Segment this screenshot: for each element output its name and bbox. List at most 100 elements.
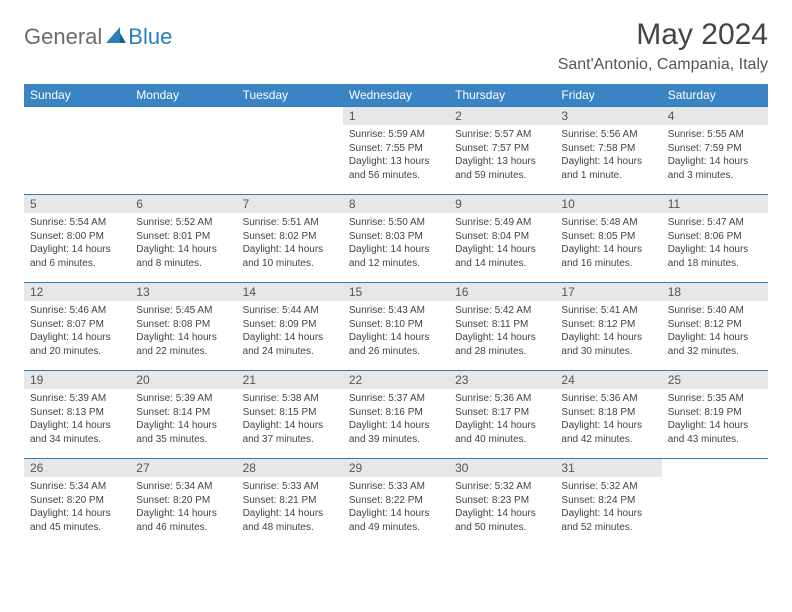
day-content: Sunrise: 5:56 AMSunset: 7:58 PMDaylight:… (555, 125, 661, 186)
day-cell: 12Sunrise: 5:46 AMSunset: 8:07 PMDayligh… (24, 283, 130, 371)
day-content: Sunrise: 5:36 AMSunset: 8:18 PMDaylight:… (555, 389, 661, 450)
day-header: Thursday (449, 84, 555, 107)
day-number: 25 (662, 371, 768, 389)
day-number: 26 (24, 459, 130, 477)
day-header-row: SundayMondayTuesdayWednesdayThursdayFrid… (24, 84, 768, 107)
day-content: Sunrise: 5:59 AMSunset: 7:55 PMDaylight:… (343, 125, 449, 186)
day-cell: 2Sunrise: 5:57 AMSunset: 7:57 PMDaylight… (449, 107, 555, 195)
day-number: 11 (662, 195, 768, 213)
day-content: Sunrise: 5:39 AMSunset: 8:13 PMDaylight:… (24, 389, 130, 450)
day-cell: 31Sunrise: 5:32 AMSunset: 8:24 PMDayligh… (555, 459, 661, 547)
day-number: 5 (24, 195, 130, 213)
day-cell: 17Sunrise: 5:41 AMSunset: 8:12 PMDayligh… (555, 283, 661, 371)
day-number: 13 (130, 283, 236, 301)
day-content: Sunrise: 5:43 AMSunset: 8:10 PMDaylight:… (343, 301, 449, 362)
week-row: 26Sunrise: 5:34 AMSunset: 8:20 PMDayligh… (24, 459, 768, 547)
day-cell: 20Sunrise: 5:39 AMSunset: 8:14 PMDayligh… (130, 371, 236, 459)
day-content: Sunrise: 5:48 AMSunset: 8:05 PMDaylight:… (555, 213, 661, 274)
day-number: 31 (555, 459, 661, 477)
day-cell: 14Sunrise: 5:44 AMSunset: 8:09 PMDayligh… (237, 283, 343, 371)
day-cell (662, 459, 768, 547)
day-number: 12 (24, 283, 130, 301)
header: General Blue May 2024 Sant'Antonio, Camp… (24, 18, 768, 74)
calendar-table: SundayMondayTuesdayWednesdayThursdayFrid… (24, 84, 768, 547)
day-cell: 1Sunrise: 5:59 AMSunset: 7:55 PMDaylight… (343, 107, 449, 195)
day-cell: 30Sunrise: 5:32 AMSunset: 8:23 PMDayligh… (449, 459, 555, 547)
day-cell: 13Sunrise: 5:45 AMSunset: 8:08 PMDayligh… (130, 283, 236, 371)
day-header: Saturday (662, 84, 768, 107)
day-number: 18 (662, 283, 768, 301)
day-number: 14 (237, 283, 343, 301)
day-number: 8 (343, 195, 449, 213)
day-content: Sunrise: 5:49 AMSunset: 8:04 PMDaylight:… (449, 213, 555, 274)
month-title: May 2024 (558, 18, 768, 52)
brand-logo: General Blue (24, 24, 172, 50)
day-header: Sunday (24, 84, 130, 107)
calendar-body: 1Sunrise: 5:59 AMSunset: 7:55 PMDaylight… (24, 107, 768, 547)
day-number: 20 (130, 371, 236, 389)
day-number: 10 (555, 195, 661, 213)
location: Sant'Antonio, Campania, Italy (558, 56, 768, 74)
day-content: Sunrise: 5:50 AMSunset: 8:03 PMDaylight:… (343, 213, 449, 274)
title-block: May 2024 Sant'Antonio, Campania, Italy (558, 18, 768, 74)
day-number: 30 (449, 459, 555, 477)
day-cell: 15Sunrise: 5:43 AMSunset: 8:10 PMDayligh… (343, 283, 449, 371)
day-header: Wednesday (343, 84, 449, 107)
day-number: 3 (555, 107, 661, 125)
day-cell: 24Sunrise: 5:36 AMSunset: 8:18 PMDayligh… (555, 371, 661, 459)
day-content: Sunrise: 5:45 AMSunset: 8:08 PMDaylight:… (130, 301, 236, 362)
day-cell: 28Sunrise: 5:33 AMSunset: 8:21 PMDayligh… (237, 459, 343, 547)
day-content: Sunrise: 5:34 AMSunset: 8:20 PMDaylight:… (130, 477, 236, 538)
day-number: 24 (555, 371, 661, 389)
week-row: 5Sunrise: 5:54 AMSunset: 8:00 PMDaylight… (24, 195, 768, 283)
day-number: 6 (130, 195, 236, 213)
calendar-head: SundayMondayTuesdayWednesdayThursdayFrid… (24, 84, 768, 107)
day-cell: 19Sunrise: 5:39 AMSunset: 8:13 PMDayligh… (24, 371, 130, 459)
day-content: Sunrise: 5:32 AMSunset: 8:24 PMDaylight:… (555, 477, 661, 538)
day-content: Sunrise: 5:54 AMSunset: 8:00 PMDaylight:… (24, 213, 130, 274)
day-cell: 4Sunrise: 5:55 AMSunset: 7:59 PMDaylight… (662, 107, 768, 195)
day-number: 4 (662, 107, 768, 125)
day-content: Sunrise: 5:34 AMSunset: 8:20 PMDaylight:… (24, 477, 130, 538)
day-content: Sunrise: 5:47 AMSunset: 8:06 PMDaylight:… (662, 213, 768, 274)
day-cell: 22Sunrise: 5:37 AMSunset: 8:16 PMDayligh… (343, 371, 449, 459)
day-cell (237, 107, 343, 195)
day-content: Sunrise: 5:33 AMSunset: 8:21 PMDaylight:… (237, 477, 343, 538)
day-number: 17 (555, 283, 661, 301)
day-number: 21 (237, 371, 343, 389)
day-content: Sunrise: 5:38 AMSunset: 8:15 PMDaylight:… (237, 389, 343, 450)
brand-part2: Blue (128, 24, 172, 50)
day-content: Sunrise: 5:41 AMSunset: 8:12 PMDaylight:… (555, 301, 661, 362)
day-content: Sunrise: 5:51 AMSunset: 8:02 PMDaylight:… (237, 213, 343, 274)
day-content: Sunrise: 5:32 AMSunset: 8:23 PMDaylight:… (449, 477, 555, 538)
day-cell (24, 107, 130, 195)
day-cell: 11Sunrise: 5:47 AMSunset: 8:06 PMDayligh… (662, 195, 768, 283)
day-cell: 9Sunrise: 5:49 AMSunset: 8:04 PMDaylight… (449, 195, 555, 283)
day-cell: 16Sunrise: 5:42 AMSunset: 8:11 PMDayligh… (449, 283, 555, 371)
day-content: Sunrise: 5:52 AMSunset: 8:01 PMDaylight:… (130, 213, 236, 274)
day-number: 15 (343, 283, 449, 301)
day-cell: 3Sunrise: 5:56 AMSunset: 7:58 PMDaylight… (555, 107, 661, 195)
day-number: 2 (449, 107, 555, 125)
day-content: Sunrise: 5:40 AMSunset: 8:12 PMDaylight:… (662, 301, 768, 362)
day-content: Sunrise: 5:35 AMSunset: 8:19 PMDaylight:… (662, 389, 768, 450)
day-header: Friday (555, 84, 661, 107)
day-cell: 23Sunrise: 5:36 AMSunset: 8:17 PMDayligh… (449, 371, 555, 459)
day-header: Tuesday (237, 84, 343, 107)
day-content: Sunrise: 5:44 AMSunset: 8:09 PMDaylight:… (237, 301, 343, 362)
day-number: 29 (343, 459, 449, 477)
day-content: Sunrise: 5:33 AMSunset: 8:22 PMDaylight:… (343, 477, 449, 538)
day-number: 27 (130, 459, 236, 477)
day-number: 1 (343, 107, 449, 125)
day-cell (130, 107, 236, 195)
brand-part1: General (24, 24, 102, 50)
day-number: 19 (24, 371, 130, 389)
day-number: 16 (449, 283, 555, 301)
day-content: Sunrise: 5:55 AMSunset: 7:59 PMDaylight:… (662, 125, 768, 186)
calendar-page: General Blue May 2024 Sant'Antonio, Camp… (0, 0, 792, 557)
day-cell: 21Sunrise: 5:38 AMSunset: 8:15 PMDayligh… (237, 371, 343, 459)
week-row: 19Sunrise: 5:39 AMSunset: 8:13 PMDayligh… (24, 371, 768, 459)
day-content: Sunrise: 5:36 AMSunset: 8:17 PMDaylight:… (449, 389, 555, 450)
day-content: Sunrise: 5:42 AMSunset: 8:11 PMDaylight:… (449, 301, 555, 362)
day-cell: 29Sunrise: 5:33 AMSunset: 8:22 PMDayligh… (343, 459, 449, 547)
